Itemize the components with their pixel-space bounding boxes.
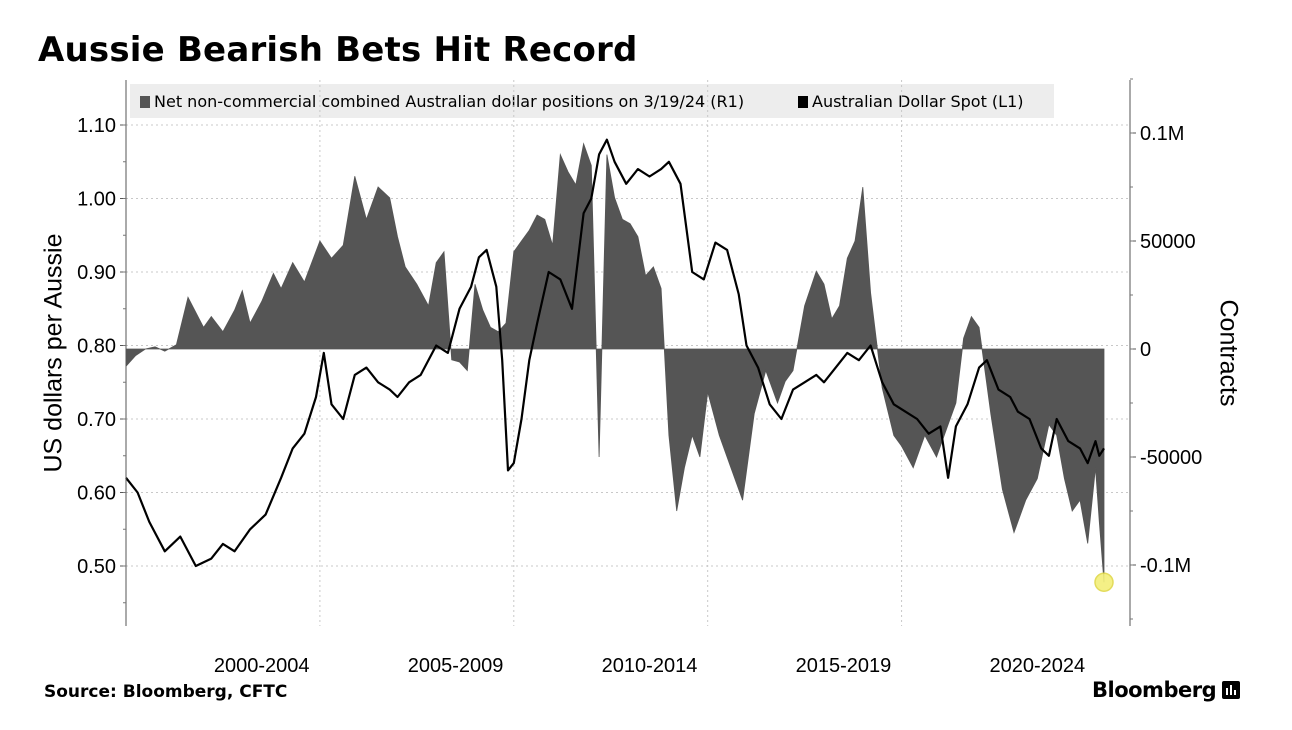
left-tick-label-2: 0.70 — [77, 409, 116, 431]
right-tick-label-4: 0.1M — [1140, 123, 1184, 145]
bloomberg-terminal-icon — [1222, 681, 1240, 699]
right-tick-label-3: 50000 — [1140, 231, 1196, 253]
right-tick-label-0: -0.1M — [1140, 555, 1191, 577]
series-positions-area — [125, 142, 1105, 583]
chart-title: Aussie Bearish Bets Hit Record — [38, 30, 638, 70]
left-tick-label-6: 1.10 — [77, 115, 116, 137]
legend-item-positions: Net non-commercial combined Australian d… — [140, 92, 744, 111]
x-period-label-1: 2005-2009 — [408, 655, 504, 677]
left-tick-label-4: 0.90 — [77, 262, 116, 284]
right-tick-label-1: -50000 — [1140, 447, 1202, 469]
left-tick-label-3: 0.80 — [77, 336, 116, 358]
left-tick-label-1: 0.60 — [77, 483, 116, 505]
legend: Net non-commercial combined Australian d… — [130, 84, 1054, 118]
x-period-label-0: 2000-2004 — [214, 655, 310, 677]
left-tick-label-5: 1.00 — [77, 189, 116, 211]
left-tick-label-0: 0.50 — [77, 556, 116, 578]
legend-swatch-positions — [140, 96, 150, 108]
brand-logo: Bloomberg — [1092, 678, 1217, 702]
series-spot-line — [125, 138, 1105, 568]
x-period-label-4: 2020-2024 — [989, 655, 1085, 677]
legend-item-spot: Australian Dollar Spot (L1) — [798, 92, 1024, 111]
latest-point-highlight — [1094, 572, 1114, 593]
x-period-label-3: 2015-2019 — [796, 655, 892, 677]
legend-label-positions: Net non-commercial combined Australian d… — [154, 92, 745, 111]
source-note: Source: Bloomberg, CFTC — [44, 682, 288, 702]
legend-label-spot: Australian Dollar Spot (L1) — [812, 92, 1024, 111]
x-period-label-2: 2010-2014 — [602, 655, 698, 677]
legend-swatch-spot — [798, 96, 808, 108]
right-tick-label-2: 0 — [1140, 339, 1151, 361]
